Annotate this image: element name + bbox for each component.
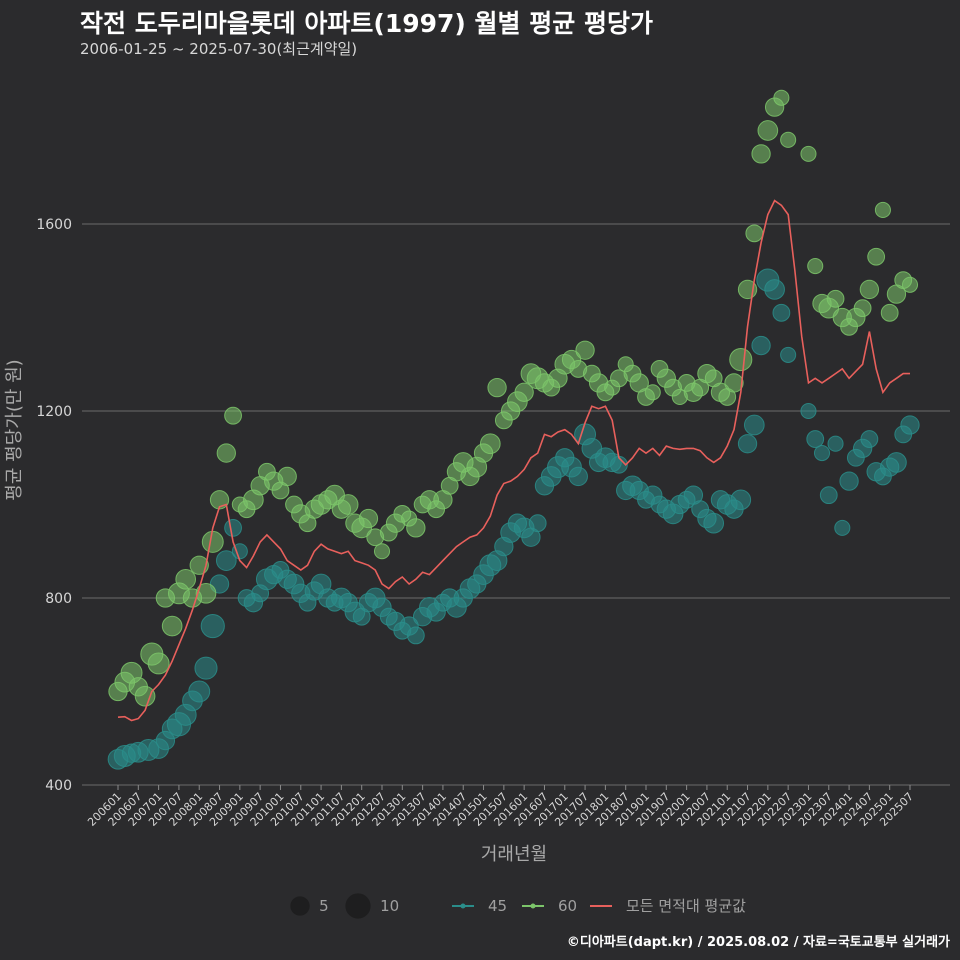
series-45-point [528, 514, 547, 533]
series-60-point [880, 303, 899, 322]
series-60-point [373, 543, 391, 560]
legend-series-dot [530, 903, 536, 909]
series-60-point [406, 518, 426, 538]
series-45-point [568, 466, 588, 487]
series-45-point [860, 430, 879, 448]
series-45-point [819, 486, 838, 505]
chart-title: 작전 도두리마을롯데 아파트(1997) 월별 평균 평당가 [80, 9, 653, 38]
series-60-point [644, 384, 661, 401]
y-tick-label: 1200 [36, 404, 72, 420]
legend-series-label: 60 [558, 897, 577, 915]
series-45-point [806, 430, 825, 448]
series-45-point [813, 445, 831, 462]
series-45-point [772, 303, 791, 322]
series-60-point [773, 89, 790, 106]
y-tick-label: 400 [45, 778, 72, 794]
series-60-point [337, 494, 359, 515]
x-axis-title: 거래년월 [481, 844, 547, 865]
y-tick-label: 1600 [36, 217, 72, 233]
series-45-point [780, 346, 797, 363]
legend-series-label: 모든 면적대 평균값 [626, 897, 746, 915]
legend-size-symbol [345, 893, 371, 919]
series-45-point [827, 435, 844, 452]
series-45-point [743, 414, 765, 436]
series-45-point [215, 550, 237, 571]
series-45-point [900, 415, 920, 435]
series-60-point [751, 144, 771, 164]
chart-subtitle: 2006-01-25 ~ 2025-07-30(최근계약일) [80, 40, 358, 58]
series-45-point [224, 518, 242, 537]
series-60-point [780, 131, 797, 148]
y-axis-title: 평균 평당가(만 원) [4, 359, 25, 500]
series-45-point [800, 402, 817, 420]
series-45-point [751, 335, 771, 356]
series-60-point [757, 120, 779, 141]
average-line-layer [117, 199, 910, 722]
series-45-point [200, 613, 225, 639]
legend-series-dot [460, 903, 466, 909]
series-45-point [764, 279, 785, 300]
series-45-point [188, 680, 211, 703]
legend-series-label: 45 [488, 897, 507, 915]
series-60-point [175, 568, 197, 590]
series-60-point [216, 443, 236, 463]
series-60-point [853, 299, 872, 318]
series-60-point [201, 530, 224, 553]
series-60-point [479, 433, 501, 455]
series-45-point [886, 452, 907, 473]
series-60-point [161, 615, 183, 637]
series-60-point [195, 582, 217, 604]
series-45-point [703, 512, 725, 534]
series-60-point [859, 279, 880, 300]
x-axis-ticks: 2006012006072007012007072008012008072009… [85, 785, 916, 829]
series-60-point [729, 348, 753, 372]
series-60-point [189, 555, 209, 575]
series-60-point [134, 685, 156, 707]
series-45-point [730, 489, 752, 511]
series-60-point [724, 373, 744, 393]
series-60-points [108, 89, 919, 707]
series-60-point [901, 276, 919, 293]
y-tick-label: 800 [45, 591, 72, 607]
series-60-point [800, 145, 817, 162]
series-60-point [745, 224, 764, 243]
series-45-point [194, 656, 218, 680]
series-60-point [826, 289, 845, 308]
series-60-point [874, 201, 891, 219]
legend: 5 10 45 60 모든 면적대 평균값 [290, 893, 746, 919]
series-60-point [487, 377, 507, 398]
series-60-point [575, 340, 595, 360]
series-60-point [277, 466, 297, 487]
series-45-point [834, 519, 851, 536]
legend-size-symbol [290, 896, 310, 916]
source-caption: ©디아파트(dapt.kr) / 2025.08.02 / 자료=국토교통부 실… [566, 935, 950, 950]
legend-size-label: 5 [319, 897, 329, 915]
legend-size-label: 10 [380, 897, 399, 915]
series-60-point [224, 406, 242, 425]
series-60-point [358, 508, 379, 529]
series-60-point [807, 258, 824, 275]
series-45-point [839, 471, 859, 491]
series-45-points [107, 268, 920, 770]
series-60-point [514, 382, 534, 402]
series-60-point [147, 652, 170, 675]
series-45-point [737, 434, 758, 454]
y-axis-ticks: 400 800 1200 1600 [36, 217, 72, 794]
series-45-point [406, 626, 425, 645]
series-60-point [867, 247, 886, 266]
average-series-line [117, 199, 910, 722]
